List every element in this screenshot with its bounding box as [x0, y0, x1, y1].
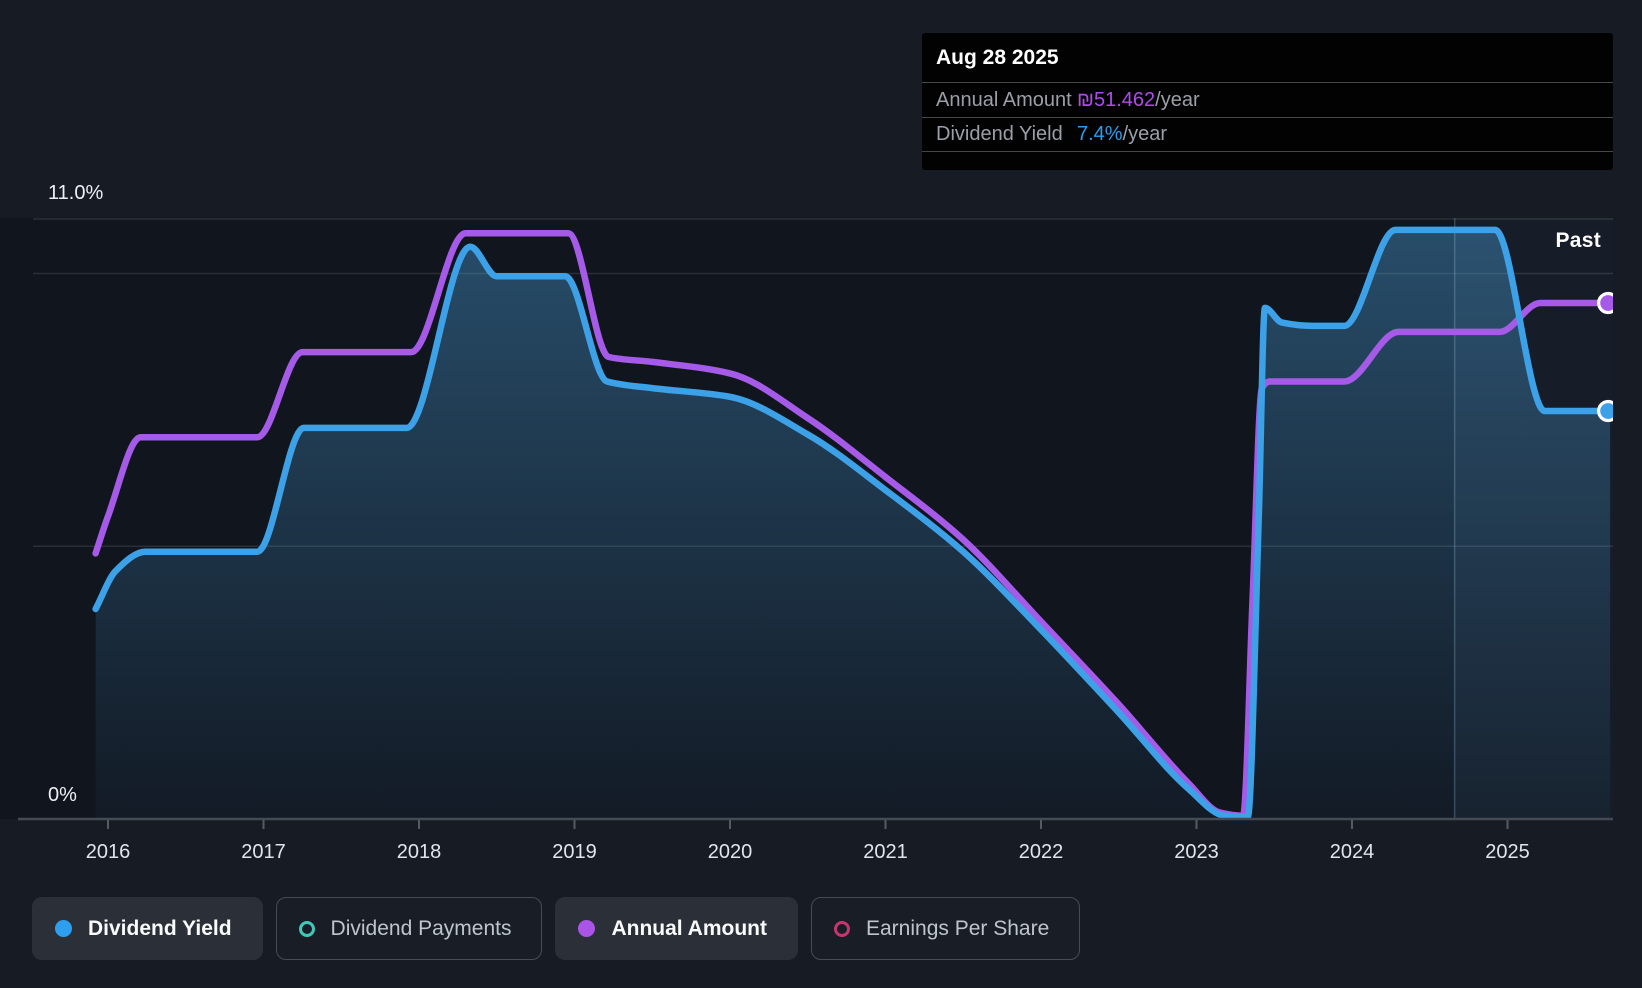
chart-legend: Dividend Yield Dividend Payments Annual Am… — [32, 897, 1081, 960]
today-marker-dividend-yield — [1597, 399, 1613, 423]
legend-item-dividend-payments[interactable]: Dividend Payments — [275, 897, 543, 960]
legend-item-label: Earnings Per Share — [866, 916, 1050, 940]
dividend-payments-marker-icon — [298, 920, 315, 937]
tooltip-value-suffix: /year — [1122, 123, 1168, 145]
tooltip-value-suffix: /year — [1155, 88, 1200, 111]
today-marker-annual-amount — [1597, 291, 1613, 315]
tooltip-row-dividend-yield: Dividend Yield 7.4% /year — [922, 117, 1613, 152]
tooltip-date: Aug 28 2025 — [936, 45, 1059, 69]
x-axis-year-label: 2023 — [1174, 841, 1219, 863]
tooltip-label: Dividend Yield — [936, 123, 1063, 145]
past-band — [1454, 218, 1613, 819]
x-axis-year-label: 2022 — [1018, 841, 1064, 863]
tooltip-value: ₪51.462 — [1077, 88, 1156, 111]
y-axis-zero-label: 0% — [48, 784, 77, 806]
legend-item-label: Dividend Yield — [88, 916, 232, 940]
x-axis-year-label: 2017 — [241, 841, 286, 863]
past-region-label: Past — [1555, 229, 1601, 252]
x-axis-year-label: 2021 — [863, 841, 908, 863]
legend-item-label: Annual Amount — [611, 916, 767, 940]
dividend-yield-line — [92, 226, 1613, 821]
x-axis-year-label: 2016 — [85, 841, 131, 863]
x-axis-year-label: 2024 — [1329, 841, 1375, 863]
legend-item-earnings-per-share[interactable]: Earnings Per Share — [811, 897, 1081, 960]
annual-amount-line — [92, 229, 1613, 819]
tooltip-row-annual-amount: Annual Amount ₪51.462 /year — [922, 82, 1613, 117]
tooltip-label: Annual Amount — [936, 88, 1072, 111]
legend-item-dividend-yield[interactable]: Dividend Yield — [32, 897, 263, 960]
dividend-yield-area — [95, 229, 1611, 819]
dividend-yield-marker-icon — [55, 920, 72, 937]
chart-tooltip: Aug 28 2025 Annual Amount ₪51.462 /year … — [922, 33, 1613, 170]
earnings-per-share-marker-icon — [834, 920, 850, 937]
annual-amount-marker-icon — [578, 920, 596, 937]
legend-item-label: Dividend Payments — [330, 916, 512, 940]
y-axis-max-label: 11.0% — [48, 182, 104, 204]
x-axis-year-label: 2019 — [552, 841, 597, 863]
legend-item-annual-amount[interactable]: Annual Amount — [555, 897, 798, 960]
tooltip-value: 7.4% — [1077, 123, 1123, 145]
x-axis-year-label: 2020 — [707, 841, 753, 863]
x-axis-year-label: 2018 — [396, 841, 442, 863]
x-axis-year-label: 2025 — [1485, 841, 1530, 863]
